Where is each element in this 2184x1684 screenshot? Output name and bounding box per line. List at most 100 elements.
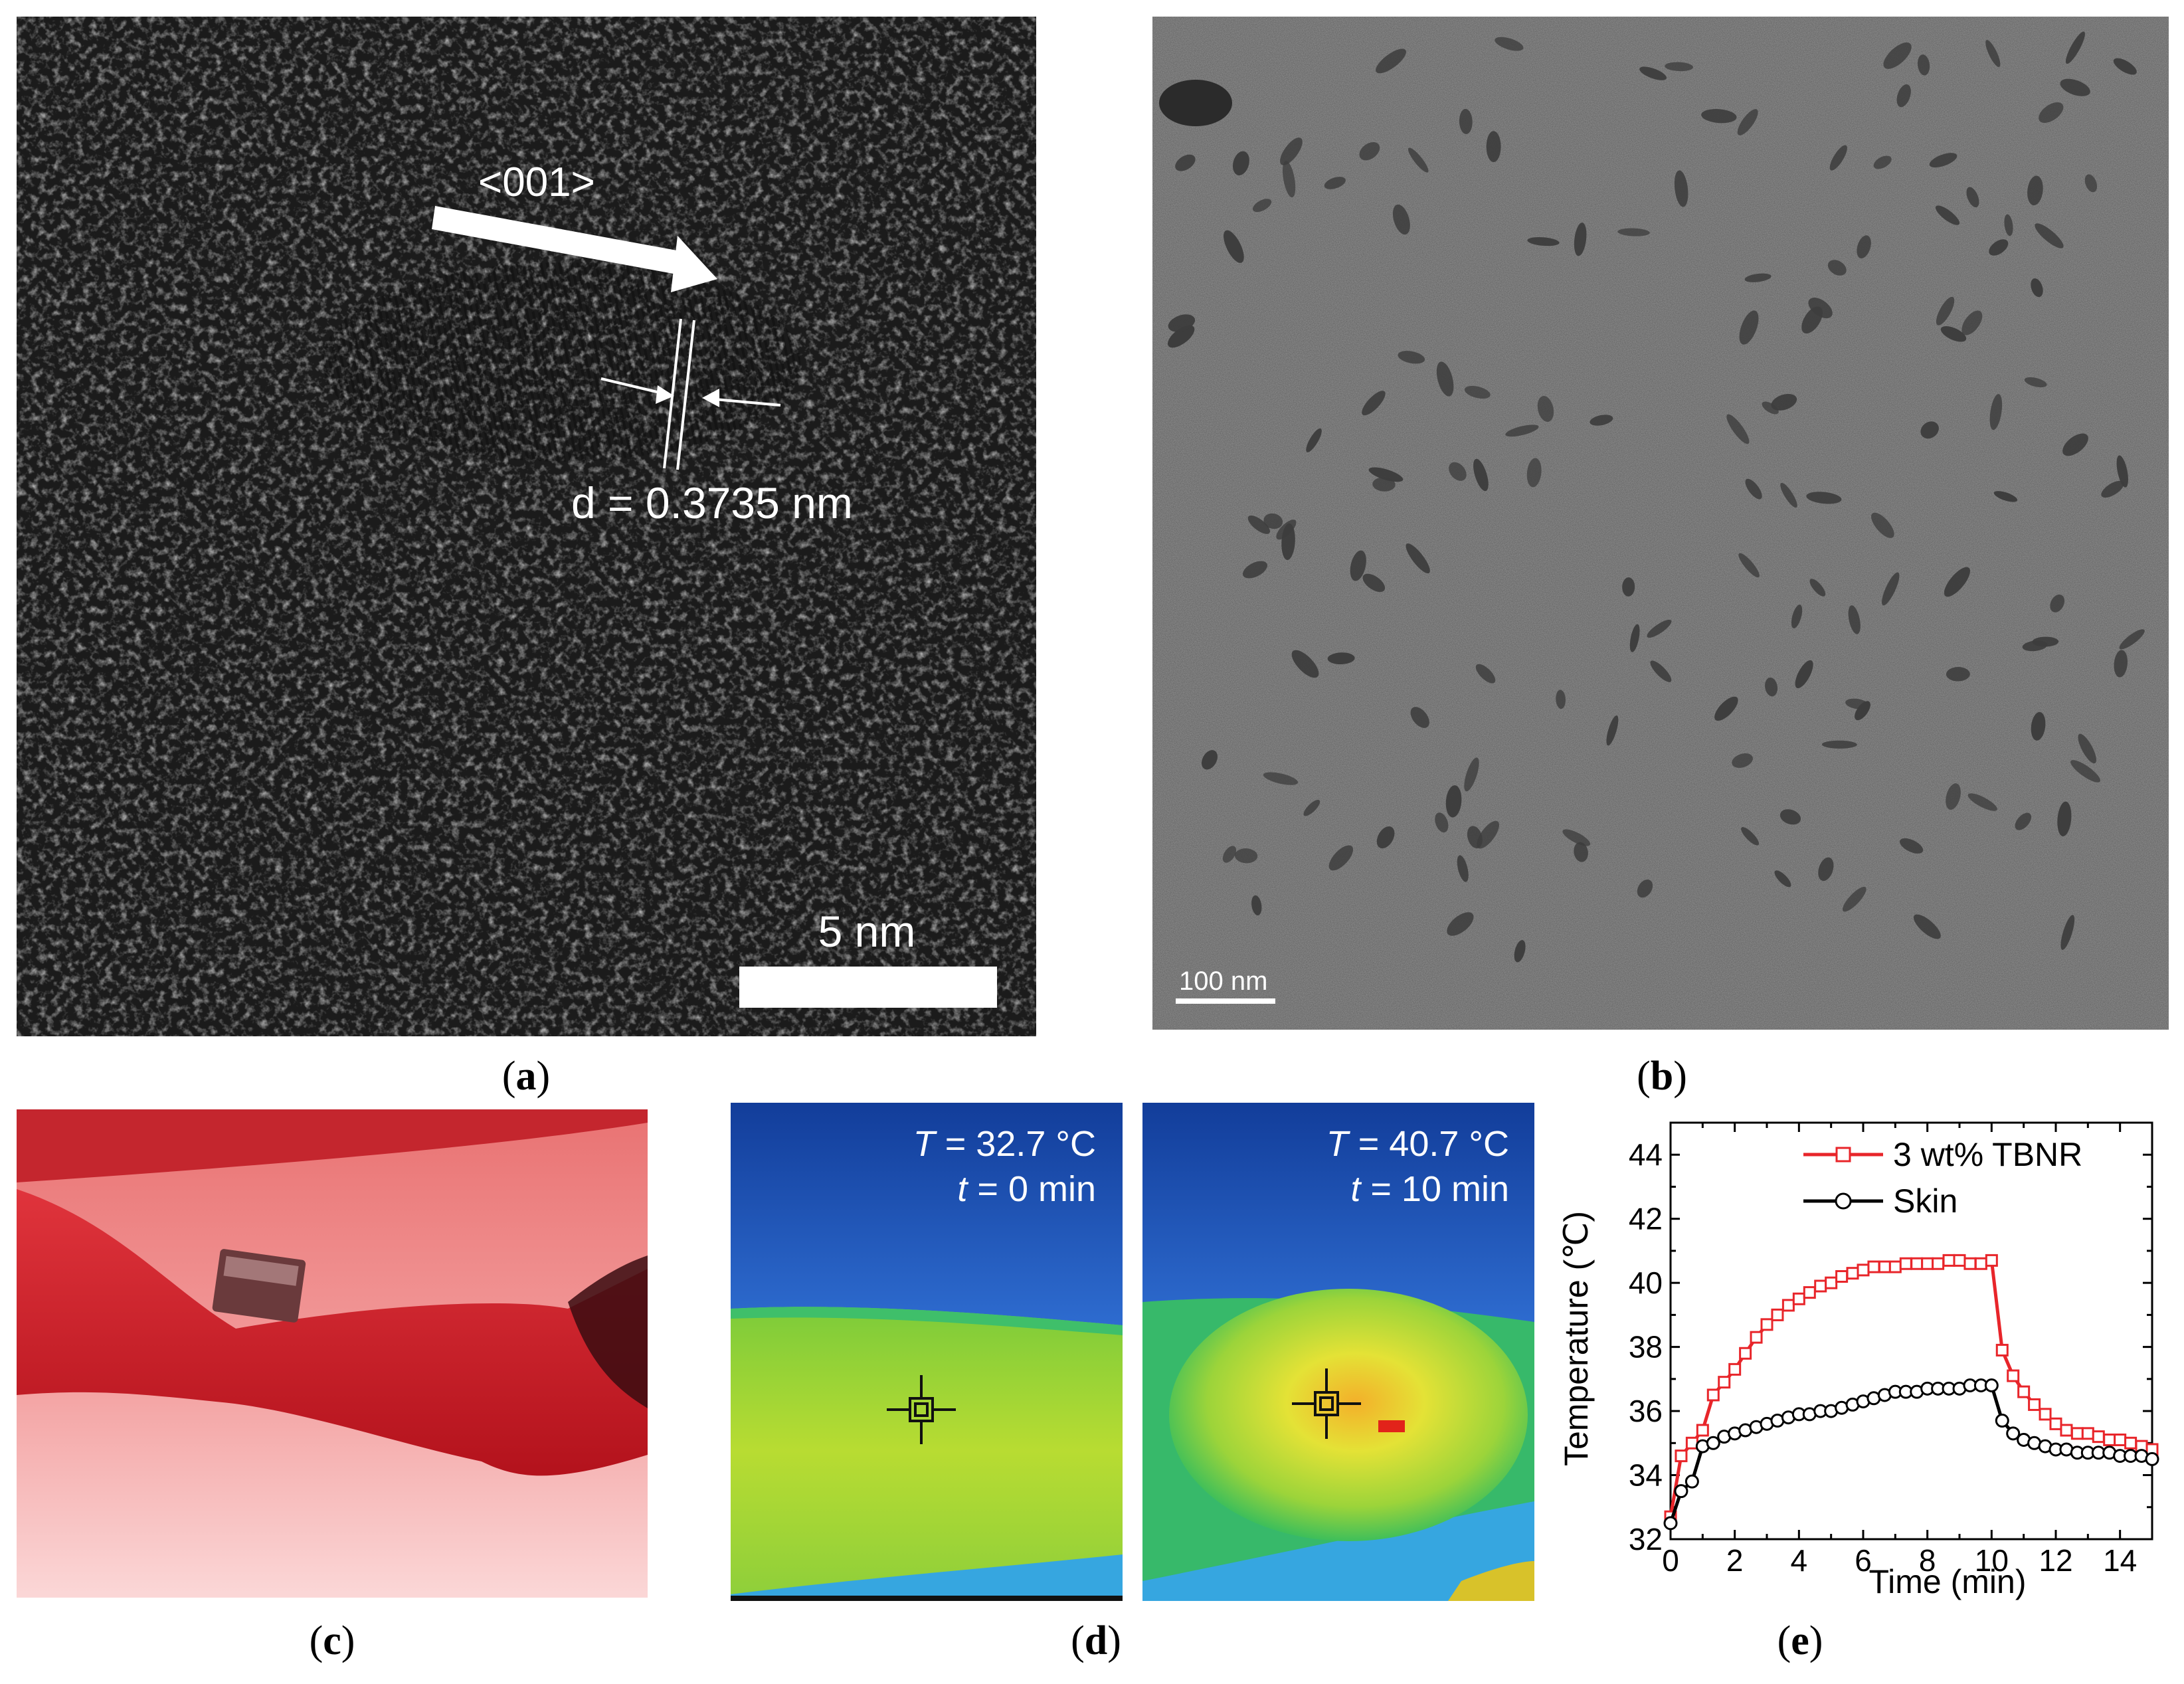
d-spacing-arrowhead-right (702, 389, 719, 407)
nanorod (1475, 664, 1496, 684)
data-point-skin (1684, 1474, 1699, 1489)
data-point-tbnr (2039, 1408, 2052, 1421)
legend-label: Skin (1893, 1182, 1957, 1220)
nanorod (2031, 711, 2046, 741)
nanorod (1857, 235, 1871, 258)
nanorod (2078, 733, 2096, 764)
y-tick-label: 34 (1629, 1458, 1663, 1493)
data-point-tbnr (1675, 1450, 1688, 1463)
panel-c-photo-arm-with-device (17, 1109, 648, 1598)
scale-bar (739, 967, 997, 1008)
nanorod (1505, 424, 1539, 437)
nanorod (1639, 66, 1667, 80)
nanorod (1739, 310, 1759, 345)
nanorod (1168, 314, 1196, 332)
large-particle (1159, 80, 1232, 126)
nanorod (1251, 895, 1262, 915)
nanorod (1359, 141, 1380, 161)
nanorod (1282, 161, 1296, 198)
nanorod (1590, 415, 1613, 426)
nanorod (1985, 40, 2001, 67)
nanorod (1961, 310, 1983, 335)
data-point-tbnr (2049, 1417, 2062, 1430)
nanorod (1526, 458, 1542, 488)
nanorod (1818, 857, 1834, 882)
nanorod (1435, 812, 1449, 833)
nanorod (1372, 477, 1396, 492)
data-point-skin (1995, 1414, 2009, 1428)
nanorod (2119, 629, 2145, 650)
nanorod (1303, 799, 1320, 816)
nanorod (1562, 829, 1591, 846)
nanorod (1436, 361, 1454, 397)
nanorod (1574, 842, 1588, 862)
nanorod (1946, 667, 1970, 682)
nanorod (1745, 478, 1762, 500)
data-point-tbnr (2060, 1424, 2073, 1437)
x-tick-label: 14 (2103, 1543, 2137, 1578)
data-point-tbnr (1718, 1376, 1731, 1389)
nanorod (1714, 696, 1738, 721)
nanorod (2035, 223, 2064, 248)
nanorod (1701, 109, 1737, 124)
nanorod (2050, 594, 2065, 612)
x-tick-label: 0 (1662, 1543, 1679, 1578)
data-point-tbnr (1878, 1260, 1891, 1273)
nanorod (1376, 826, 1395, 849)
y-tick-label: 38 (1629, 1330, 1663, 1364)
y-tick-label: 32 (1629, 1522, 1663, 1556)
data-point-tbnr (1728, 1362, 1742, 1376)
nanorod (2101, 480, 2124, 498)
nanorod (1780, 482, 1797, 508)
nanorod (1247, 515, 1271, 534)
data-point-tbnr (2017, 1385, 2031, 1398)
nanorod (1350, 550, 1366, 581)
nanorod (1744, 273, 1772, 282)
nanorod (1280, 138, 1303, 165)
nanorod (1737, 109, 1758, 136)
nanorod (1765, 677, 1778, 697)
nanorod (1276, 519, 1297, 540)
nanorod (1574, 223, 1587, 256)
nanorod (2062, 433, 2088, 456)
nanorod (1762, 401, 1779, 415)
data-point-skin (1674, 1484, 1688, 1499)
data-point-tbnr (1985, 1254, 1998, 1267)
nanorod (1408, 147, 1429, 173)
nanorod (2060, 915, 2075, 950)
d-spacing-label: d = 0.3735 nm (571, 478, 853, 527)
nanorod (1473, 458, 1489, 492)
nanorod (1855, 701, 1870, 721)
direction-label: <001> (478, 159, 595, 205)
scale-bar (1176, 998, 1275, 1004)
panel-d-thermal-images: T = 32.7 °C t = 0 min T = 40.7 °C t = 10… (731, 1103, 1534, 1601)
nanorod (1291, 650, 1319, 678)
data-point-tbnr (1867, 1260, 1880, 1273)
nanorod (2057, 801, 2072, 836)
nanorod (1741, 827, 1760, 846)
nanorod (1477, 820, 1500, 849)
nanorod (1873, 155, 1892, 169)
data-point-tbnr (1963, 1257, 1977, 1270)
nanorod (1883, 42, 1912, 69)
data-point-tbnr (1781, 1299, 1795, 1312)
data-point-tbnr (1814, 1279, 1827, 1293)
panel-a-hrtem-image: <001> d = 0.3735 nm 5 nm (17, 17, 1036, 1036)
nanorod (1167, 325, 1195, 348)
thermal-image-t10 (1142, 1103, 1534, 1601)
nanorod (1527, 236, 1560, 246)
nanorod (1647, 619, 1672, 638)
legend-label: 3 wt% TBNR (1893, 1136, 2082, 1173)
data-point-tbnr (1835, 1270, 1849, 1283)
y-axis-label: Temperature (℃) (1558, 1211, 1595, 1466)
nanorod (1936, 296, 1955, 326)
data-point-tbnr (2114, 1433, 2127, 1446)
data-point-tbnr (1739, 1347, 1752, 1360)
nanorod (1327, 652, 1355, 665)
nanorod (1989, 239, 2009, 256)
nanorod (1324, 177, 1346, 189)
data-point-tbnr (2028, 1398, 2041, 1411)
temperature-readout-t10: T = 40.7 °C (1326, 1124, 1509, 1164)
nanorod (1537, 395, 1554, 422)
data-point-skin (2145, 1451, 2159, 1466)
